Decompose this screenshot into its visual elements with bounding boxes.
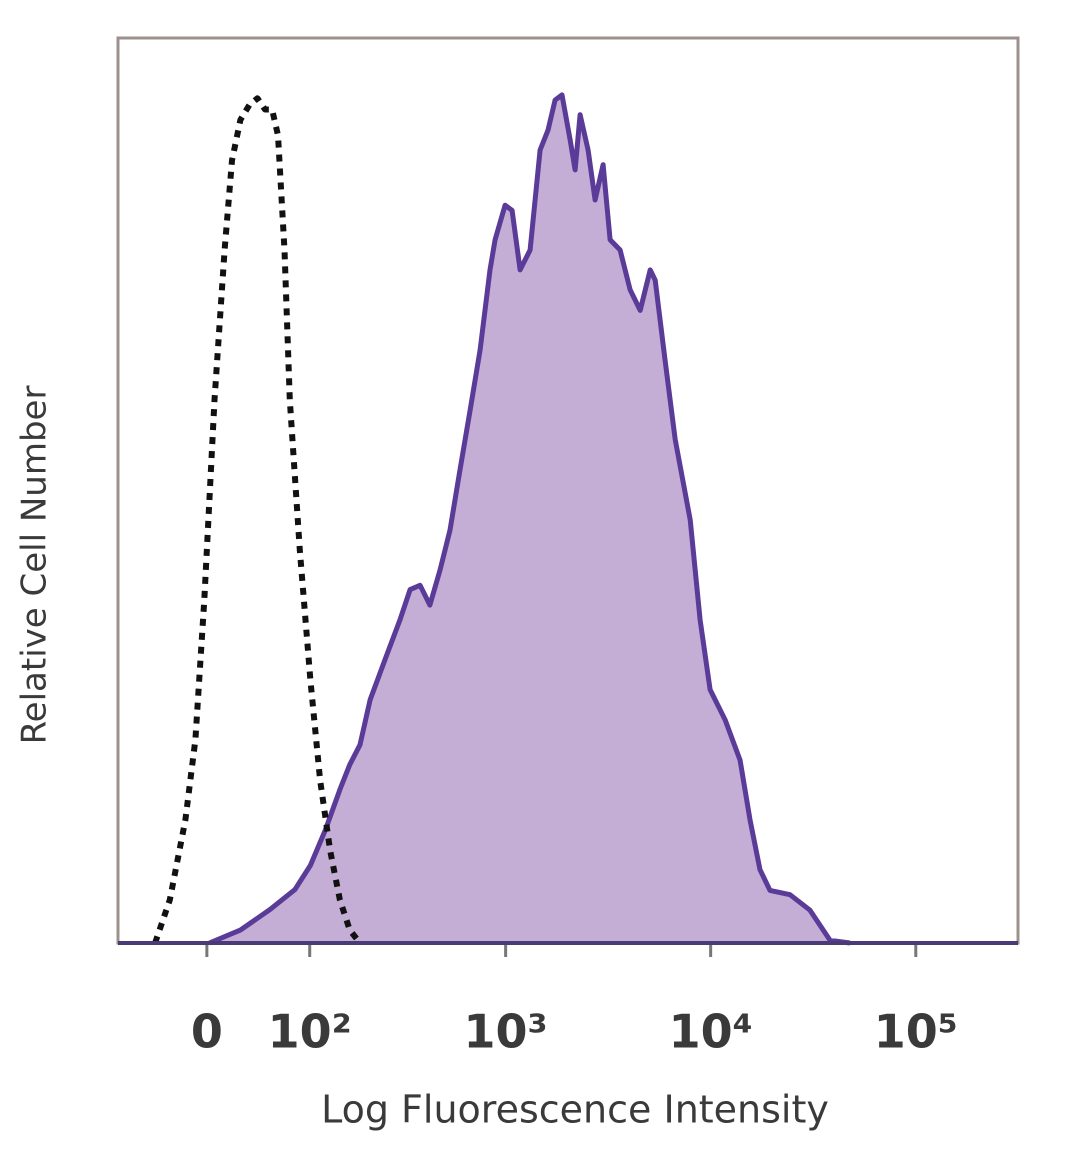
y-axis-label: Relative Cell Number <box>15 386 55 745</box>
dashed-line <box>152 95 363 945</box>
x-tick-label: 10⁵ <box>874 1005 958 1059</box>
area-fill <box>209 94 850 943</box>
x-axis-label: Log Fluorescence Intensity <box>321 1088 829 1132</box>
x-tick-label: 10³ <box>464 1005 548 1059</box>
x-tick-label: 10² <box>268 1005 352 1059</box>
x-tick-label: 0 <box>191 1005 223 1059</box>
x-tick-label: 10⁴ <box>669 1005 753 1059</box>
histogram-line <box>208 92 851 946</box>
